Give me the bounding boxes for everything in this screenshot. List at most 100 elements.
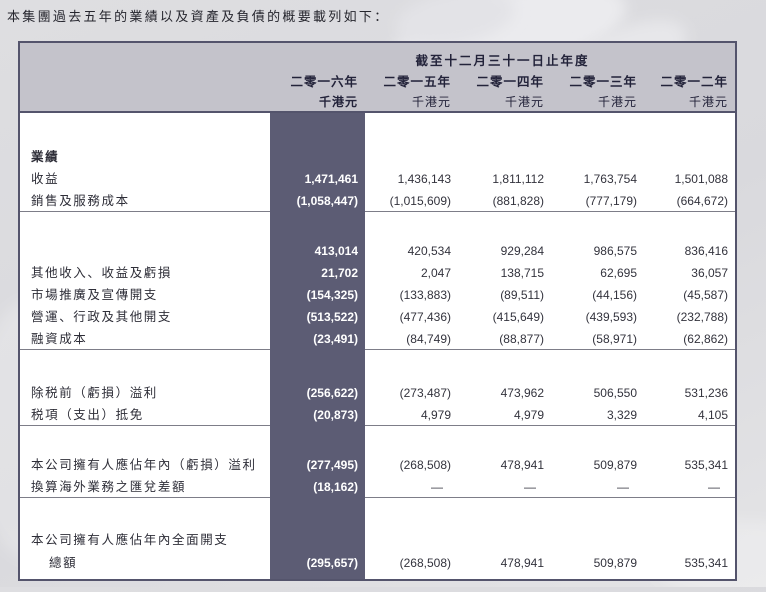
cell-2013: 506,550 — [593, 386, 637, 400]
col-header-2014: 二零一四年 — [476, 75, 544, 89]
table-row: 收益 1,471,461 1,436,143 1,811,112 1,763,7… — [20, 168, 735, 190]
spacer-row — [20, 574, 735, 579]
row-label: 本公司擁有人應佔年內（虧損）溢利 — [31, 458, 257, 472]
cell-2014: 4,979 — [458, 404, 551, 426]
cell-2015: (84,749) — [365, 328, 458, 350]
cell-2012: 1,501,088 — [674, 172, 728, 186]
unit-label: 千港元 — [597, 95, 637, 109]
row-label: 營運、行政及其他開支 — [31, 310, 173, 324]
cell-2016: (277,495) — [270, 454, 365, 476]
row-label: 市場推廣及宣傳開支 — [31, 288, 158, 302]
cell-2013: (439,593) — [585, 310, 637, 324]
table-row: 其他收入、收益及虧損 21,702 2,047 138,715 62,695 3… — [20, 262, 735, 284]
row-label: 融資成本 — [20, 328, 270, 350]
cell-2013: 3,329 — [551, 404, 644, 426]
cell-2012: 535,341 — [684, 458, 728, 472]
cell-2016: (18,162) — [270, 476, 365, 498]
cell-2012: (664,672) — [644, 190, 735, 212]
cell-2015: (273,487) — [399, 386, 451, 400]
cell-2015: (477,436) — [399, 310, 451, 324]
table-row: 營運、行政及其他開支 (513,522) (477,436) (415,649)… — [20, 306, 735, 328]
period-header: 截至十二月三十一日止年度 — [415, 54, 590, 68]
cell-2015: 1,436,143 — [397, 172, 451, 186]
cell-2013: 986,575 — [593, 244, 637, 258]
cell-2016: (20,873) — [270, 404, 365, 426]
cell-2015: (133,883) — [399, 288, 451, 302]
cell-2013: — — [551, 476, 644, 498]
col-header-2012: 二零一二年 — [660, 75, 728, 89]
row-label: 除税前（虧損）溢利 — [31, 386, 158, 400]
row-label: 銷售及服務成本 — [20, 190, 270, 212]
row-label: 其他收入、收益及虧損 — [31, 266, 173, 280]
cell-2016: (1,058,447) — [270, 190, 365, 212]
cell-2012: — — [644, 476, 735, 498]
cell-2016: 1,471,461 — [270, 168, 365, 190]
cell-2012: (45,587) — [683, 288, 728, 302]
row-label: 換算海外業務之匯兌差額 — [20, 476, 270, 498]
table-header-band: 截至十二月三十一日止年度 二零一六年 二零一五年 二零一四年 二零一三年 二零一… — [20, 43, 735, 113]
cell-2015: (268,508) — [399, 556, 451, 570]
cell-2015: (1,015,609) — [365, 190, 458, 212]
cell-2012: (232,788) — [676, 310, 728, 324]
spacer-row — [20, 498, 735, 528]
five-year-summary-table: 截至十二月三十一日止年度 二零一六年 二零一五年 二零一四年 二零一三年 二零一… — [18, 41, 737, 581]
cell-2016: (513,522) — [270, 306, 365, 328]
cell-2014: (415,649) — [492, 310, 544, 324]
cell-2012: 531,236 — [684, 386, 728, 400]
table-row: 融資成本 (23,491) (84,749) (88,877) (58,971)… — [20, 328, 735, 350]
cell-2013: 62,695 — [600, 266, 637, 280]
cell-2014: 478,941 — [500, 458, 544, 472]
section-title: 業績 — [31, 150, 60, 164]
row-label: 本公司擁有人應佔年內全面開支 — [31, 533, 229, 547]
cell-2012: 836,416 — [684, 244, 728, 258]
cell-2013: (58,971) — [551, 328, 644, 350]
section-header-row: 業績 — [20, 146, 735, 168]
cell-2016: 413,014 — [270, 240, 365, 262]
cell-2016: (295,657) — [270, 552, 365, 574]
cell-2014: 138,715 — [500, 266, 544, 280]
spacer-row — [20, 212, 735, 240]
table-row: 除税前（虧損）溢利 (256,622) (273,487) 473,962 50… — [20, 382, 735, 404]
cell-2012: 4,105 — [644, 404, 735, 426]
cell-2014: (88,877) — [458, 328, 551, 350]
row-label: 收益 — [31, 172, 60, 186]
unit-label: 千港元 — [504, 95, 544, 109]
table-row: 413,014 420,534 929,284 986,575 836,416 — [20, 240, 735, 262]
year-header-row: 二零一六年 二零一五年 二零一四年 二零一三年 二零一二年 — [20, 69, 735, 92]
cell-2014: 929,284 — [500, 244, 544, 258]
table-row: 市場推廣及宣傳開支 (154,325) (133,883) (89,511) (… — [20, 284, 735, 306]
cell-2014: (89,511) — [500, 288, 544, 302]
cell-2012: (62,862) — [644, 328, 735, 350]
cell-2013: (44,156) — [592, 288, 637, 302]
cell-2013: 509,879 — [593, 556, 637, 570]
unit-label: 千港元 — [688, 95, 728, 109]
cell-2016: 21,702 — [270, 262, 365, 284]
cell-2015: 420,534 — [407, 244, 451, 258]
cell-2013: 1,763,754 — [583, 172, 637, 186]
unit-label: 千港元 — [318, 95, 358, 109]
unit-header-row: 千港元 千港元 千港元 千港元 千港元 — [20, 92, 735, 111]
row-label: 總額 — [49, 556, 78, 570]
spacer-row — [20, 113, 735, 146]
cell-2014: 473,962 — [500, 386, 544, 400]
table-row: 税項（支出）抵免 (20,873) 4,979 4,979 3,329 4,10… — [20, 404, 735, 426]
row-label — [20, 240, 270, 262]
spacer-row — [20, 426, 735, 454]
cell-2015: (268,508) — [399, 458, 451, 472]
table-row: 換算海外業務之匯兌差額 (18,162) — — — — — [20, 476, 735, 498]
col-header-2013: 二零一三年 — [569, 75, 637, 89]
cell-2016: (154,325) — [270, 284, 365, 306]
cell-2014: 1,811,112 — [492, 172, 544, 186]
row-label: 税項（支出）抵免 — [20, 404, 270, 426]
cell-2012: 535,341 — [684, 556, 728, 570]
table-row: 本公司擁有人應佔年內（虧損）溢利 (277,495) (268,508) 478… — [20, 454, 735, 476]
cell-2013: (777,179) — [551, 190, 644, 212]
cell-2014: — — [458, 476, 551, 498]
cell-2014: (881,828) — [458, 190, 551, 212]
table-body: 業績 收益 1,471,461 1,436,143 1,811,112 1,76… — [20, 113, 735, 579]
col-header-2015: 二零一五年 — [383, 75, 451, 89]
cell-2014: 478,941 — [500, 556, 544, 570]
cell-2016: (256,622) — [270, 382, 365, 404]
table-row: 總額 (295,657) (268,508) 478,941 509,879 5… — [20, 552, 735, 574]
